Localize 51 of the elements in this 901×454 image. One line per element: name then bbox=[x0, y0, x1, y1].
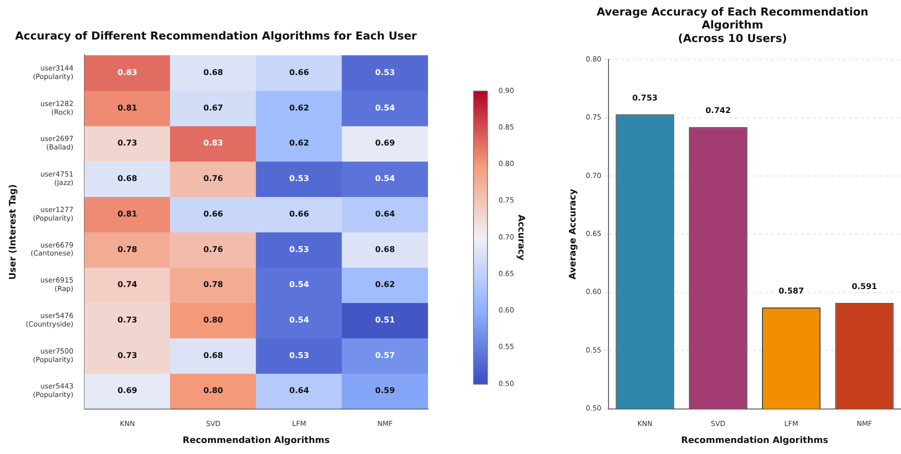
data-label: 0.68 bbox=[203, 68, 224, 77]
data-label: 0.62 bbox=[289, 103, 310, 112]
data-label: 0.78 bbox=[117, 244, 138, 254]
data-label: 0.69 bbox=[117, 386, 138, 396]
data-label: 0.76 bbox=[203, 244, 224, 254]
chart-title: Average Accuracy of Each Recommendation Algorithm (Across 10 Users) bbox=[596, 5, 868, 45]
data-label: 0.68 bbox=[375, 244, 396, 254]
data-label: 0.83 bbox=[117, 68, 138, 77]
data-label: 0.742 bbox=[705, 106, 731, 116]
data-label: 0.74 bbox=[117, 280, 138, 290]
data-label: 0.753 bbox=[632, 93, 658, 102]
data-label: 0.80 bbox=[203, 315, 224, 324]
data-label: 0.81 bbox=[117, 209, 138, 218]
data-label: 0.62 bbox=[289, 138, 310, 148]
data-label: 0.591 bbox=[852, 282, 878, 291]
y-axis-title: Average Accuracy bbox=[568, 188, 579, 280]
data-label: 0.64 bbox=[375, 209, 396, 218]
data-label: 0.81 bbox=[117, 103, 138, 112]
data-label: 0.80 bbox=[203, 386, 224, 396]
data-label: 0.66 bbox=[203, 209, 224, 218]
chart-title: Accuracy of Different Recommendation Algorithms for Each User bbox=[15, 29, 418, 42]
data-label: 0.54 bbox=[375, 103, 396, 112]
data-label: 0.66 bbox=[289, 68, 310, 77]
data-label: 0.54 bbox=[375, 174, 396, 184]
data-label: 0.78 bbox=[203, 280, 224, 290]
data-label: 0.53 bbox=[289, 174, 310, 184]
data-label: 0.68 bbox=[117, 174, 138, 184]
data-label: 0.73 bbox=[117, 315, 138, 324]
y-axis-title: User (Interest Tag) bbox=[8, 184, 19, 280]
data-label: 0.67 bbox=[203, 103, 224, 112]
data-label: 0.69 bbox=[375, 138, 396, 148]
data-label: 0.68 bbox=[203, 350, 224, 360]
data-label: 0.59 bbox=[375, 386, 396, 396]
data-label: 0.76 bbox=[203, 174, 224, 184]
data-label: 0.54 bbox=[289, 315, 310, 324]
data-label: 0.53 bbox=[375, 68, 395, 77]
data-label: 0.73 bbox=[117, 138, 138, 148]
data-label: 0.54 bbox=[289, 280, 310, 290]
data-label: 0.57 bbox=[375, 350, 395, 360]
x-axis-title: Recommendation Algorithms bbox=[681, 436, 828, 446]
data-label: 0.53 bbox=[289, 244, 310, 254]
data-label: 0.83 bbox=[203, 138, 224, 148]
x-axis-title: Recommendation Algorithms bbox=[182, 436, 330, 446]
data-label: 0.51 bbox=[375, 315, 396, 324]
color-bar-title: Accuracy bbox=[515, 214, 526, 261]
data-label: 0.66 bbox=[289, 209, 310, 218]
data-label: 0.587 bbox=[778, 286, 804, 296]
data-label: 0.64 bbox=[289, 386, 310, 396]
data-label: 0.53 bbox=[289, 350, 310, 360]
data-label: 0.73 bbox=[117, 350, 138, 360]
data-label: 0.62 bbox=[375, 280, 395, 290]
